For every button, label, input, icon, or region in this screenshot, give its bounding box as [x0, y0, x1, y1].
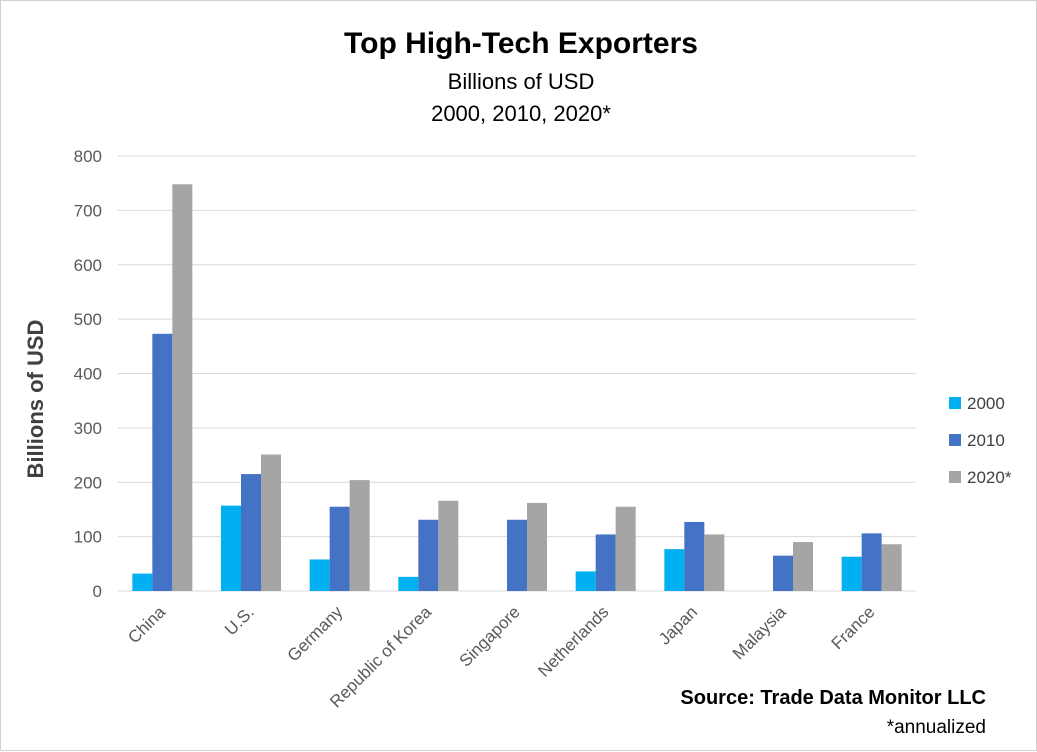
bar: [575, 571, 596, 591]
chart-subtitle-line-1: Billions of USD: [448, 69, 595, 94]
bar: [595, 534, 616, 591]
bar: [221, 505, 241, 591]
chart-title: Top High-Tech Exporters: [344, 27, 698, 60]
legend-swatch: [949, 471, 961, 483]
source-note: Source: Trade Data Monitor LLC: [680, 687, 986, 709]
y-tick-label: 800: [74, 147, 102, 166]
x-tick-label: Singapore: [456, 602, 524, 670]
bar: [172, 184, 193, 591]
bar: [527, 502, 547, 591]
y-tick-label: 500: [74, 310, 102, 329]
legend-label: 2020*: [967, 468, 1012, 487]
bar: [241, 474, 261, 591]
chart-subtitle-line-2: 2000, 2010, 2020*: [431, 101, 611, 126]
footnote: *annualized: [887, 717, 986, 738]
bar: [793, 542, 813, 591]
bar: [773, 555, 793, 591]
y-tick-label: 400: [74, 365, 102, 384]
bar: [507, 519, 527, 591]
bar: [861, 533, 882, 591]
bar: [664, 549, 685, 591]
y-tick-label: 200: [74, 473, 102, 492]
x-tick-label: Malaysia: [729, 602, 790, 663]
y-tick-label: 100: [74, 528, 102, 547]
bar: [398, 576, 419, 591]
bar: [684, 521, 705, 591]
x-tick-label: Netherlands: [534, 602, 612, 680]
bar-layer: [132, 184, 902, 591]
bar: [418, 519, 439, 591]
legend-label: 2010: [967, 431, 1005, 450]
y-axis-label: Billions of USD: [23, 320, 48, 479]
bar: [261, 454, 281, 591]
y-tick-label: 600: [74, 256, 102, 275]
bar: [704, 534, 725, 591]
legend-swatch: [949, 434, 961, 446]
y-tick-label: 700: [74, 201, 102, 220]
bar: [615, 506, 636, 591]
x-tick-label: U.S.: [221, 602, 258, 639]
bar: [841, 556, 862, 591]
bar: [132, 573, 153, 591]
x-tick-label: France: [828, 602, 879, 653]
legend: 2000 2010 2020*: [949, 394, 1012, 487]
x-tick-label: China: [124, 602, 169, 647]
bar: [349, 480, 370, 591]
y-tick-label: 300: [74, 419, 102, 438]
bar: [309, 559, 330, 591]
legend-label: 2000: [967, 394, 1005, 413]
bar: [152, 333, 173, 591]
y-tick-layer: 0 100 200 300 400 500 600 700 800: [74, 147, 102, 601]
y-tick-label: 0: [93, 582, 102, 601]
bar: [438, 500, 459, 591]
bar: [881, 544, 902, 591]
bar: [329, 506, 350, 591]
x-tick-label: Japan: [655, 602, 701, 648]
legend-swatch: [949, 397, 961, 409]
x-tick-label: Germany: [284, 602, 347, 665]
